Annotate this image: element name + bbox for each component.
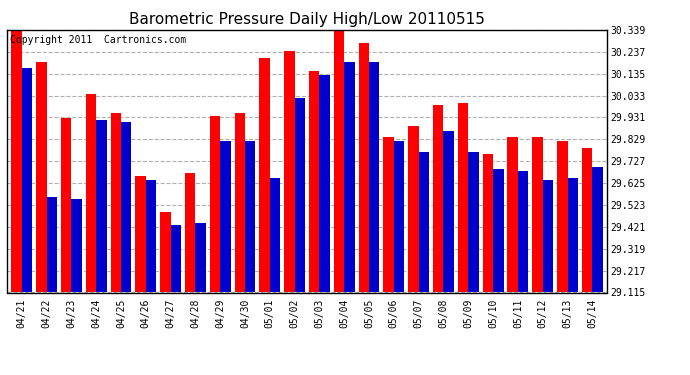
- Bar: [319, 75, 330, 292]
- Bar: [259, 58, 270, 292]
- Bar: [36, 62, 47, 292]
- Bar: [582, 148, 592, 292]
- Bar: [419, 152, 429, 292]
- Bar: [557, 141, 567, 292]
- Bar: [334, 15, 344, 292]
- Bar: [444, 130, 454, 292]
- Bar: [507, 137, 518, 292]
- Bar: [96, 120, 107, 292]
- Bar: [11, 26, 22, 292]
- Bar: [592, 167, 603, 292]
- Bar: [86, 94, 96, 292]
- Bar: [493, 169, 504, 292]
- Bar: [458, 103, 469, 292]
- Bar: [245, 141, 255, 292]
- Bar: [369, 62, 380, 292]
- Bar: [210, 116, 220, 292]
- Bar: [47, 197, 57, 292]
- Bar: [22, 68, 32, 292]
- Bar: [394, 141, 404, 292]
- Bar: [220, 141, 230, 292]
- Bar: [185, 174, 195, 292]
- Bar: [71, 199, 82, 292]
- Bar: [344, 62, 355, 292]
- Bar: [469, 152, 479, 292]
- Bar: [160, 212, 170, 292]
- Bar: [384, 137, 394, 292]
- Bar: [567, 178, 578, 292]
- Bar: [309, 70, 319, 292]
- Bar: [532, 137, 543, 292]
- Bar: [121, 122, 131, 292]
- Bar: [543, 180, 553, 292]
- Bar: [359, 43, 369, 292]
- Bar: [146, 180, 156, 292]
- Bar: [518, 171, 529, 292]
- Bar: [295, 98, 305, 292]
- Bar: [408, 126, 419, 292]
- Text: Copyright 2011  Cartronics.com: Copyright 2011 Cartronics.com: [10, 35, 186, 45]
- Bar: [483, 154, 493, 292]
- Bar: [284, 51, 295, 292]
- Bar: [170, 225, 181, 292]
- Bar: [195, 223, 206, 292]
- Bar: [270, 178, 280, 292]
- Bar: [61, 118, 71, 292]
- Bar: [110, 113, 121, 292]
- Title: Barometric Pressure Daily High/Low 20110515: Barometric Pressure Daily High/Low 20110…: [129, 12, 485, 27]
- Bar: [433, 105, 444, 292]
- Bar: [135, 176, 146, 292]
- Bar: [235, 113, 245, 292]
